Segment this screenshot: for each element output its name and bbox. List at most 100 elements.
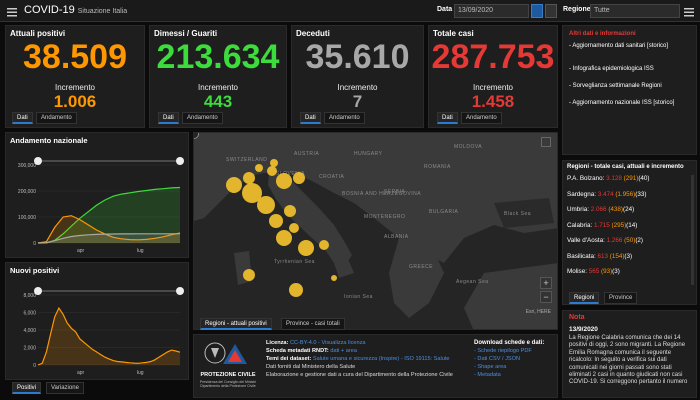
y-tick-label: 0 [33,363,36,369]
map-bubble [289,223,299,233]
range-slider-handle-left[interactable] [34,287,42,295]
tab-regioni[interactable]: Regioni [569,292,600,304]
tab-dati[interactable]: Dati [300,112,321,124]
info-link-infografica[interactable]: - Infografica epidemiologica ISS [569,66,654,72]
rndt-link[interactable]: dati + area [330,348,357,354]
tab-province-casi-totali[interactable]: Province - casi totali [281,318,345,330]
zoom-in-icon[interactable]: + [540,277,552,289]
grid-icon[interactable] [683,5,695,17]
map-bubble [276,230,292,246]
series-line [37,233,181,244]
chart-title: Andamento nazionale [10,136,88,145]
map-label: MONTENEGRO [364,214,405,220]
scrollbar[interactable] [691,175,694,285]
y-tick-label: 6,000 [23,311,36,317]
map-bubble [289,283,303,297]
region-name: P.A. Bolzano: [567,175,605,182]
info-title: Altri dati e informazioni [569,31,636,37]
licenza-link[interactable]: CC-BY-4.0 - Visualizza licenza [289,340,366,346]
region-row[interactable]: Sardegna: 3.474 (1.956)(33) [567,191,692,198]
clock-icon[interactable] [545,4,557,18]
kpi-inc-label: Incremento [197,83,239,92]
download-title: Download schede e dati: [474,340,545,346]
kpi-inc-value: 443 [203,92,233,111]
zoom-out-icon[interactable]: − [540,291,552,303]
date-input[interactable]: 13/09/2020 [454,4,529,18]
app-title: COVID-19 Situazione Italia [24,4,128,16]
temi-link[interactable]: Salute umana e sicurezza (Inspire) - ISO… [312,356,450,362]
note-panel: Nota 13/9/2020 La Regione Calabria comun… [562,310,697,398]
kpi-value: 38.509 [23,38,127,76]
nuovi-positivi-chart: 8,000 6,000 4,000 2,000 0 apr lug [23,287,184,376]
region-inc: (14) [626,221,638,229]
kpi-inc-label: Incremento [472,83,514,92]
note-date: 13/9/2020 [569,326,598,333]
range-slider-handle-right[interactable] [176,287,184,295]
y-tick-label: 2,000 [23,346,36,352]
region-inc: (33) [635,190,647,198]
tab-dati[interactable]: Dati [437,112,458,124]
range-slider-handle-right[interactable] [176,157,184,165]
menu-icon[interactable] [6,5,18,17]
tab-dati[interactable]: Dati [158,112,179,124]
map-bubble [243,172,255,184]
y-tick-label: 4,000 [23,328,36,334]
tab-andamento[interactable]: Andamento [182,112,223,124]
kpi-deceduti: Deceduti 35.610 Incremento 7 [291,25,424,128]
y-tick-label: 100,000 [18,215,36,221]
tab-regioni-attuali-positivi[interactable]: Regioni - attuali positivi [200,318,272,330]
download-metadata-link[interactable]: - Metadata [474,372,501,378]
download-shape-link[interactable]: - Shape area [474,364,507,370]
map-attribution: Esri, HERE [525,309,551,315]
map-canvas[interactable]: SWITZERLAND AUSTRIA HUNGARY SLOVENIA CRO… [194,133,558,330]
map-label: ALBANIA [384,234,409,240]
footer-licenza: Licenza: CC-BY-4.0 - Visualizza licenza [266,340,366,346]
region-active: (295) [611,221,627,229]
logo-subtext: Presidenza del Consiglio dei Ministri Di… [199,380,257,389]
info-link-sorveglianza[interactable]: - Sorveglianza settimanale Regioni [569,83,662,89]
kpi-dimessi-guariti: Dimessi / Guariti 213.634 Incremento 443 [149,25,287,128]
region-name: Umbria: [567,206,590,213]
range-slider-handle-left[interactable] [34,157,42,165]
region-row[interactable]: Umbria: 2.066 (438)(24) [567,206,692,213]
download-csv-link[interactable]: - Dati CSV / JSON [474,356,521,362]
tab-andamento[interactable]: Andamento [461,112,502,124]
region-row[interactable]: P.A. Bolzano: 3.128 (291)(40) [567,175,692,182]
info-link-aggiornamento-dati[interactable]: - Aggiornamento dati sanitari [storico] [569,43,669,49]
tab-province[interactable]: Province [604,292,638,304]
kpi-title: Attuali positivi [10,29,66,38]
info-link-aggiornamento-iss[interactable]: - Aggiornamento nazionale ISS [storico] [569,100,675,106]
region-select[interactable]: Tutte [590,4,680,18]
series-area [38,308,180,365]
tab-positivi[interactable]: Positivi [12,382,42,394]
region-row[interactable]: Molise: 565 (93)(3) [567,268,692,275]
kpi-value: 213.634 [156,38,280,76]
map-panel[interactable]: SWITZERLAND AUSTRIA HUNGARY SLOVENIA CRO… [193,132,558,330]
region-active: (1.956) [615,190,636,198]
kpi-attuali-positivi: Attuali positivi 38.509 Incremento 1.006 [5,25,145,128]
tab-variazione[interactable]: Variazione [46,382,84,394]
region-inc: (3) [612,268,620,275]
map-label: HUNGARY [354,151,383,157]
chart-title: Nuovi positivi [10,266,60,275]
tab-andamento[interactable]: Andamento [324,112,365,124]
map-label: BULGARIA [429,209,458,215]
region-row[interactable]: Basilicata: 613 (154)(3) [567,253,692,260]
series-line [37,306,181,366]
region-total: 2.066 [590,206,607,213]
protezione-civile-logo: PROTEZIONE CIVILE Presidenza del Consigl… [197,338,259,396]
region-row[interactable]: Calabria: 1.715 (295)(14) [567,222,692,229]
download-pdf-link[interactable]: - Schede riepilogo PDF [474,348,532,354]
calendar-icon[interactable] [531,4,543,18]
tab-andamento[interactable]: Andamento [36,112,77,124]
y-tick-label: 300,000 [18,163,36,169]
y-tick-label: 0 [33,241,36,247]
kpi-totale-casi: Totale casi 287.753 Incremento 1.458 [428,25,558,128]
region-name: Sardegna: [567,190,597,198]
regions-panel: Regioni - totale casi, attuali e increme… [562,160,697,305]
map-bubble [331,275,337,281]
region-row[interactable]: Valle d'Aosta: 1.266 (50)(2) [567,237,692,244]
tab-dati[interactable]: Dati [12,112,33,124]
map-list-icon[interactable] [541,137,551,147]
info-panel: Altri dati e informazioni - Aggiornament… [562,25,697,155]
